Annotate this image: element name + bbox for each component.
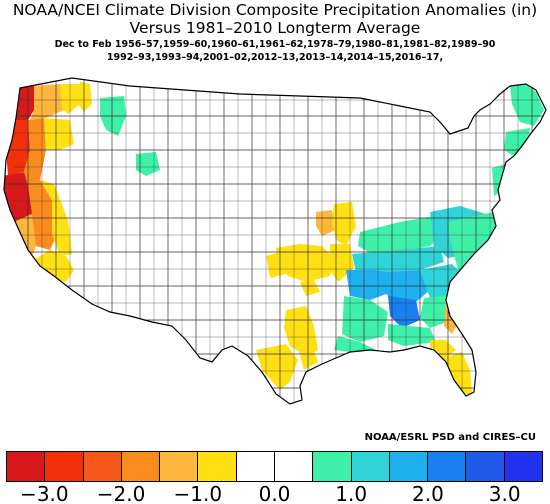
map-region-arkansas-west — [300, 280, 320, 296]
legend-swatch — [160, 452, 199, 481]
map-region-alabama-central — [388, 296, 420, 328]
us-outline — [3, 77, 547, 405]
legend-swatch — [83, 452, 122, 481]
legend-swatch — [274, 452, 314, 481]
map-region-florida-panhandle — [388, 324, 436, 346]
legend-swatch — [198, 452, 237, 481]
map-region-mississippi-south — [342, 296, 388, 342]
map-region-northern-california — [4, 172, 36, 222]
legend-tick-label: −3.0 — [20, 482, 69, 504]
legend-swatch — [121, 452, 161, 481]
map-region-illinois-west — [332, 202, 356, 246]
map-region-central-florida — [444, 352, 472, 394]
map-title: NOAA/NCEI Climate Division Composite Pre… — [12, 1, 538, 19]
map-region-north-mississippi — [346, 270, 386, 300]
map-region-central-coast-california — [14, 214, 36, 262]
us-map — [3, 77, 547, 405]
legend-swatch — [389, 452, 429, 481]
legend-swatch — [45, 452, 84, 481]
legend-swatch — [236, 452, 275, 481]
map-region-eastern-iowa — [316, 210, 336, 236]
map-region-louisiana-east — [334, 336, 376, 352]
legend-swatch — [504, 452, 542, 481]
map-region-yellowstone — [136, 152, 160, 176]
map-region-tennessee — [352, 246, 444, 272]
legend-swatch — [351, 452, 390, 481]
map-region-idaho-panhandle — [78, 82, 92, 112]
map-region-georgia-coast — [444, 294, 462, 334]
map-region-new-england-north — [510, 84, 544, 126]
map-region-kansas-east — [266, 252, 286, 278]
legend-swatch — [466, 452, 505, 481]
map-region-south-texas — [256, 344, 298, 390]
composite-years-line-2: 1992–93,1993–94,2001–02,2012–13,2013–14,… — [106, 52, 444, 63]
map-region-coastal-washington — [12, 86, 34, 122]
map-region-east-texas — [284, 306, 318, 356]
legend-tick-label: 3.0 — [488, 482, 521, 504]
legend-tick-label: 1.0 — [335, 482, 368, 504]
color-legend — [6, 451, 543, 482]
map-region-missouri — [276, 244, 334, 282]
map-subtitle: Versus 1981–2010 Longterm Average — [129, 19, 421, 37]
legend-tick-label: −1.0 — [173, 482, 223, 504]
credit-label: NOAA/ESRL PSD and CIRES–CU — [364, 432, 536, 443]
legend-tick-label: −2.0 — [96, 482, 146, 504]
map-region-southern-california — [30, 250, 74, 282]
map-region-central-oregon — [44, 118, 74, 150]
legend-swatch — [7, 452, 46, 481]
map-region-south-carolina — [456, 256, 488, 286]
legend-tick-label: 0.0 — [258, 482, 291, 504]
legend-swatch — [428, 452, 467, 481]
legend-tick-label: 2.0 — [412, 482, 444, 504]
map-region-washington-interior — [30, 84, 64, 120]
map-region-cascades-west — [24, 118, 46, 186]
legend-swatch — [313, 452, 352, 481]
composite-years-line-1: Dec to Feb 1956–57,1959–60,1960–61,1961–… — [54, 39, 496, 50]
